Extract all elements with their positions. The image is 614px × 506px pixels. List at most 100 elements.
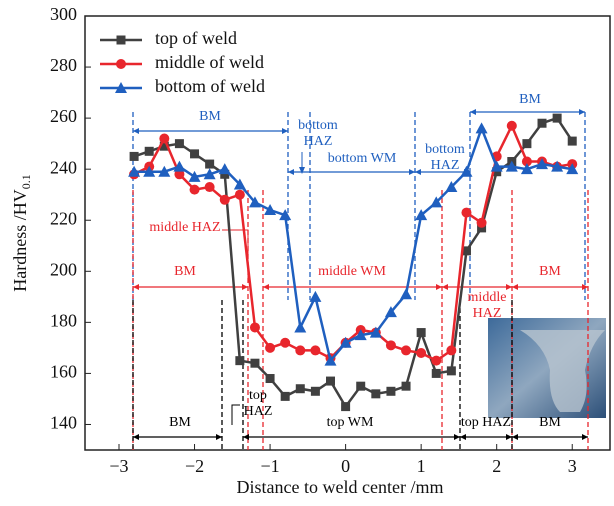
y-tick-label: 180 — [50, 310, 77, 330]
data-point — [431, 368, 441, 378]
data-point — [234, 189, 245, 200]
x-tick-label: −2 — [185, 456, 204, 476]
y-tick-label: 280 — [50, 55, 77, 75]
annotation: BM — [519, 92, 541, 107]
y-tick-label: 160 — [50, 362, 77, 382]
data-point — [401, 381, 411, 391]
legend-label: middle of weld — [155, 52, 264, 72]
data-point — [159, 133, 170, 144]
arrow-head — [299, 167, 305, 174]
y-label-sub: 0.1 — [19, 174, 33, 189]
annotation: BM — [174, 264, 196, 279]
data-point — [416, 347, 427, 358]
data-point — [219, 194, 230, 205]
data-point — [339, 336, 352, 348]
annotation: BM — [539, 415, 561, 430]
data-point — [265, 374, 275, 384]
data-point — [522, 139, 532, 149]
annotation: HAZ — [244, 404, 273, 419]
data-point — [280, 391, 290, 401]
annotation: BM — [169, 415, 191, 430]
data-point — [205, 159, 215, 169]
y-tick-label: 300 — [50, 4, 77, 24]
data-point — [356, 381, 366, 391]
y-tick-label: 140 — [50, 413, 77, 433]
data-point — [174, 169, 185, 180]
inset-weld — [520, 330, 605, 412]
annotation: middle WM — [318, 264, 386, 279]
data-point — [385, 340, 396, 351]
data-point — [566, 163, 579, 175]
data-point — [461, 207, 472, 218]
annotation: bottom WM — [328, 151, 397, 166]
bracket — [231, 404, 240, 425]
data-point — [218, 163, 231, 175]
data-point — [552, 113, 562, 123]
data-point — [460, 165, 473, 177]
y-tick-label: 200 — [50, 259, 77, 279]
data-point — [341, 402, 351, 412]
data-point — [203, 168, 216, 180]
data-point — [506, 120, 517, 131]
data-point — [567, 136, 577, 146]
data-point — [324, 354, 337, 366]
data-point — [235, 356, 245, 366]
data-point — [431, 355, 442, 366]
data-point — [536, 158, 549, 170]
data-point — [430, 196, 443, 208]
data-point — [416, 328, 426, 338]
data-point — [189, 184, 200, 195]
data-point — [280, 337, 291, 348]
x-tick-label: 1 — [417, 456, 426, 476]
data-point — [476, 217, 487, 228]
data-point — [400, 288, 413, 300]
annotation: middle HAZ — [149, 220, 220, 235]
data-point — [204, 182, 215, 193]
data-point — [264, 204, 277, 216]
annotation: HAZ — [431, 158, 460, 173]
x-tick-label: 0 — [341, 456, 350, 476]
data-point — [326, 376, 336, 386]
data-point — [384, 306, 397, 318]
data-point — [369, 326, 382, 338]
annotation: HAZ — [473, 306, 502, 321]
data-point — [446, 366, 456, 376]
data-point — [173, 160, 186, 172]
annotation: HAZ — [304, 134, 333, 149]
data-point — [490, 160, 503, 172]
data-point — [143, 165, 156, 177]
data-point — [461, 246, 471, 256]
data-point — [445, 181, 458, 193]
data-point — [295, 345, 306, 356]
data-point — [129, 151, 139, 161]
data-point — [520, 163, 533, 175]
legend-label: bottom of weld — [155, 76, 265, 96]
data-point — [249, 322, 260, 333]
data-point — [401, 345, 412, 356]
data-point — [309, 290, 322, 302]
data-point — [505, 160, 518, 172]
plot-frame — [84, 15, 611, 451]
data-point — [115, 82, 127, 93]
data-point — [220, 169, 230, 179]
data-point — [521, 156, 532, 167]
annotation: BM — [199, 109, 221, 124]
x-tick-label: 2 — [492, 456, 501, 476]
data-point — [144, 146, 154, 156]
data-point — [537, 118, 547, 128]
data-point — [371, 389, 381, 399]
annotation: bottom — [425, 142, 465, 157]
y-axis-label: Hardness /HV0.1 — [10, 174, 33, 291]
data-point — [279, 209, 292, 221]
data-point — [551, 160, 564, 172]
data-point — [158, 165, 171, 177]
data-point — [415, 209, 428, 221]
data-point — [475, 122, 488, 134]
annotation: top HAZ — [461, 415, 511, 430]
x-tick-label: −1 — [260, 456, 279, 476]
data-point — [159, 141, 169, 151]
x-tick-label: −3 — [109, 456, 128, 476]
y-label-main: Hardness /HV — [10, 189, 30, 291]
data-point — [116, 59, 126, 69]
